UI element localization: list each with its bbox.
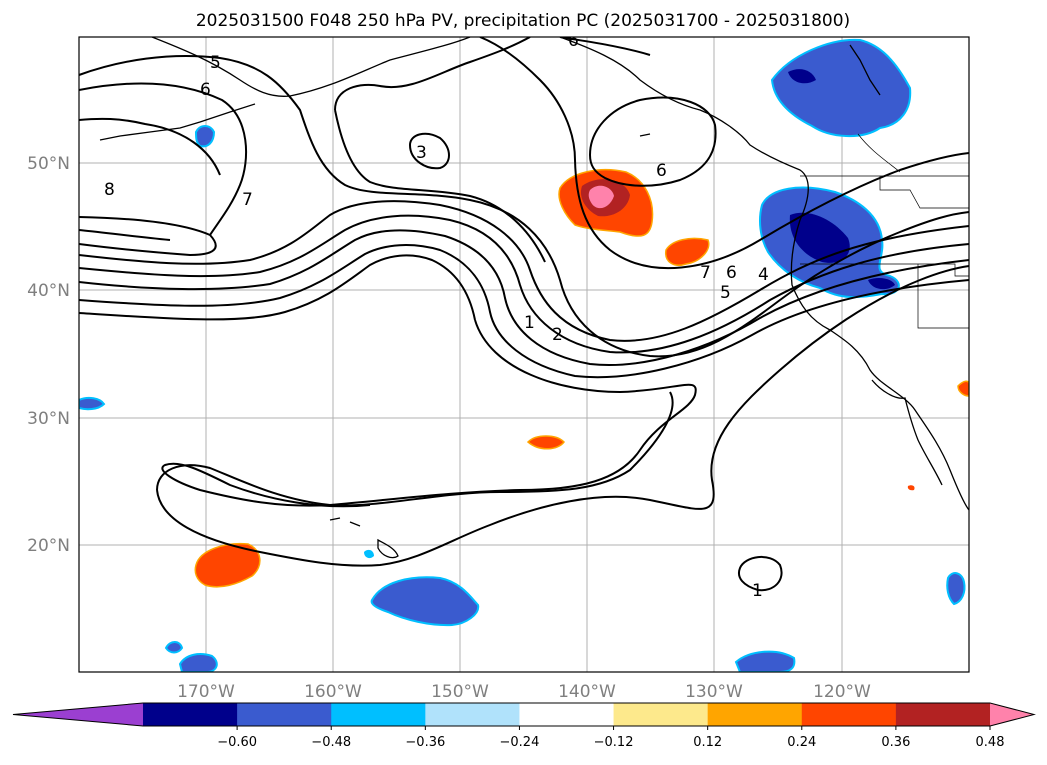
colorbar-segment xyxy=(331,703,426,726)
contour-label: 7 xyxy=(700,263,711,283)
colorbar-tick-label: −0.24 xyxy=(500,735,540,750)
colorbar-segment xyxy=(237,703,332,726)
contour-label: 6 xyxy=(656,161,667,181)
colorbar-segment xyxy=(801,703,897,726)
colorbar-segment xyxy=(613,703,709,726)
colorbar-tick-label: 0.12 xyxy=(693,735,722,750)
colorbar-extension-low xyxy=(13,703,143,726)
map-title: 2025031500 F048 250 hPa PV, precipitatio… xyxy=(196,11,850,31)
contour-label: 2 xyxy=(552,325,563,345)
colorbar-segment xyxy=(143,703,238,726)
lon-label: 120°W xyxy=(813,682,871,702)
colorbar-segment xyxy=(425,703,520,726)
contour-label: 6 xyxy=(726,263,737,283)
precip-blob-alaska xyxy=(770,38,912,138)
precip-blob-west-pacific xyxy=(194,542,261,588)
colorbar-tick-label: 0.24 xyxy=(787,735,816,750)
plot-frame xyxy=(78,36,970,673)
lon-label: 170°W xyxy=(177,682,235,702)
lat-label: 40°N xyxy=(27,281,70,301)
lat-label: 20°N xyxy=(27,536,70,556)
colorbar-tick-label: −0.36 xyxy=(405,735,445,750)
contour-label: 6 xyxy=(568,31,579,51)
colorbar-tick-label: 0.48 xyxy=(976,735,1005,750)
pv-contours xyxy=(79,37,969,592)
contour-label: 6 xyxy=(200,80,211,100)
precip-blob-hawaii xyxy=(370,576,480,627)
colorbar-segment xyxy=(895,703,991,726)
colorbar-extension-high xyxy=(990,703,1034,726)
contour-label: 1 xyxy=(524,313,535,333)
colorbar-tick-label: −0.60 xyxy=(217,735,257,750)
colorbar: −0.60 −0.48 −0.36 −0.24 −0.12 0.12 0.24 0.36 0.4… xyxy=(12,702,1036,750)
lat-label: 50°N xyxy=(27,154,70,174)
contour-label: 5 xyxy=(720,283,731,303)
colorbar-segment xyxy=(519,703,615,726)
precip-negative-areas xyxy=(79,38,966,672)
contour-label: 7 xyxy=(242,190,253,210)
lon-label: 140°W xyxy=(558,682,616,702)
lat-label: 30°N xyxy=(27,409,70,429)
lon-label: 150°W xyxy=(431,682,489,702)
colorbar-outline xyxy=(12,702,1036,727)
contour-labels: 5 6 8 7 3 6 1 2 7 6 5 4 1 6 xyxy=(104,31,769,601)
coastlines xyxy=(99,37,969,559)
colorbar-tick-label: 0.36 xyxy=(881,735,910,750)
contour-label: 8 xyxy=(104,180,115,200)
precip-positive-areas xyxy=(194,169,969,588)
longitude-labels: 170°W 160°W 150°W 140°W 130°W 120°W xyxy=(177,682,871,702)
contour-label: 4 xyxy=(758,265,769,285)
colorbar-tick-label: −0.48 xyxy=(311,735,351,750)
colorbar-segment xyxy=(707,703,803,726)
lon-label: 160°W xyxy=(304,682,362,702)
contour-label: 5 xyxy=(210,53,221,73)
latitude-labels: 50°N 40°N 30°N 20°N xyxy=(27,154,70,556)
gridlines xyxy=(79,37,969,672)
contour-label: 1 xyxy=(752,581,763,601)
lon-label: 130°W xyxy=(685,682,743,702)
colorbar-tick-label: −0.12 xyxy=(594,735,634,750)
contour-label: 3 xyxy=(416,143,427,163)
